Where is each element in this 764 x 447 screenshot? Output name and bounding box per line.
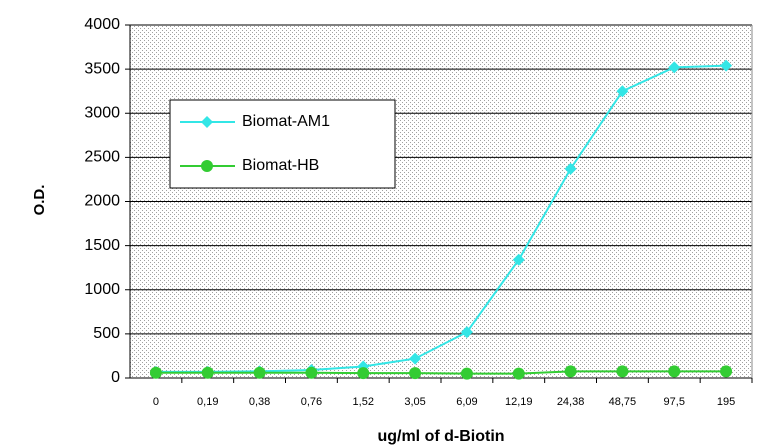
marker (460, 367, 473, 380)
marker (616, 365, 629, 378)
marker (668, 61, 681, 74)
legend-marker (201, 160, 213, 172)
legend-label: Biomat-AM1 (242, 113, 330, 130)
marker (149, 366, 162, 379)
series-line (155, 370, 727, 375)
x-tick-label: 0,19 (197, 396, 218, 408)
y-tick-label: 1500 (84, 237, 120, 254)
marker (357, 367, 370, 380)
marker (409, 367, 422, 380)
x-tick-label: 48,75 (609, 396, 637, 408)
x-tick-label: 6,09 (456, 396, 477, 408)
series-line (155, 64, 727, 373)
marker (668, 365, 681, 378)
y-axis-title: O.D. (31, 185, 48, 216)
x-tick-label: 195 (717, 396, 735, 408)
x-tick-label: 0,76 (301, 396, 322, 408)
y-tick-label: 0 (111, 369, 120, 386)
x-tick-label: 12,19 (505, 396, 533, 408)
x-tick-label: 24,38 (557, 396, 585, 408)
x-axis-title: ug/ml of d-Biotin (377, 428, 504, 445)
y-tick-label: 1000 (84, 281, 120, 298)
marker (564, 162, 577, 175)
x-tick-label: 97,5 (664, 396, 685, 408)
marker (409, 352, 422, 365)
marker (616, 85, 629, 98)
y-tick-label: 500 (93, 325, 120, 342)
x-tick-label: 0 (153, 396, 159, 408)
marker (720, 365, 733, 378)
x-tick-label: 1,52 (353, 396, 374, 408)
x-tick-label: 3,05 (404, 396, 425, 408)
legend-label: Biomat-HB (242, 157, 319, 174)
y-tick-label: 3000 (84, 104, 120, 121)
x-tick-label: 0,38 (249, 396, 270, 408)
y-tick-label: 4000 (84, 16, 120, 33)
marker (253, 366, 266, 379)
y-tick-label: 2000 (84, 193, 120, 210)
legend-marker (201, 116, 213, 128)
legend (169, 99, 396, 189)
marker (564, 365, 577, 378)
y-tick-label: 3500 (84, 60, 120, 77)
marker (512, 367, 525, 380)
marker (720, 59, 733, 72)
marker (512, 253, 525, 266)
y-tick-label: 2500 (84, 149, 120, 166)
marker (305, 366, 318, 379)
marker (460, 326, 473, 339)
marker (201, 366, 214, 379)
